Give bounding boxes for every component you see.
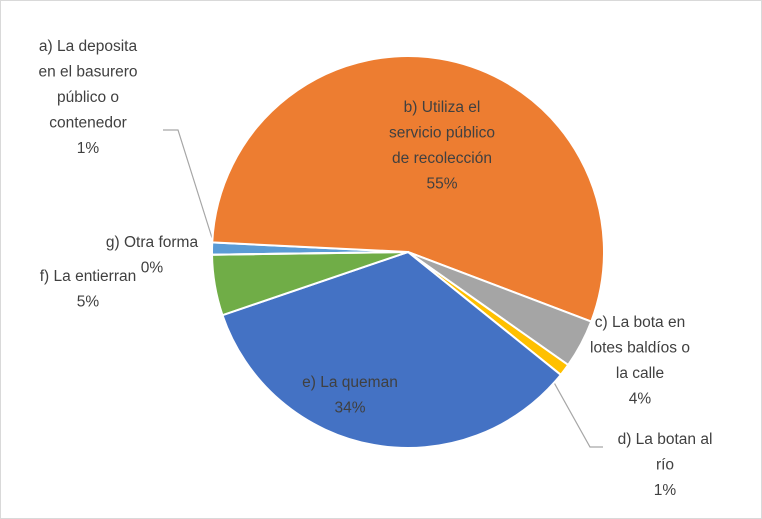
slice-label: f) La entierran	[40, 268, 137, 285]
pie-slice	[211, 55, 605, 323]
slice-value-label: 4%	[629, 391, 652, 408]
leader-line	[546, 369, 603, 448]
slice-label: público o	[57, 89, 119, 106]
slice-label: de recolección	[392, 150, 492, 167]
slice-label: e) La queman	[302, 374, 398, 391]
slice-label: b) Utiliza el	[404, 99, 481, 116]
slice-label: d) La botan al	[618, 431, 713, 448]
slice-label: c) La bota en	[595, 314, 685, 331]
slice-label: lotes baldíos o	[590, 340, 690, 357]
slice-label: contenedor	[49, 115, 127, 132]
slice-label: en el basurero	[38, 64, 137, 81]
slice-value-label: 1%	[654, 482, 677, 499]
slice-value-label: 5%	[77, 294, 100, 311]
leader-line	[163, 129, 214, 242]
slice-value-label: 1%	[77, 140, 100, 157]
pie-slice	[221, 250, 563, 449]
slice-value-label: 55%	[426, 176, 457, 193]
slice-label: a) La deposita	[39, 38, 138, 55]
slice-value-label: 0%	[141, 260, 164, 277]
slice-label: g) Otra forma	[106, 234, 199, 251]
pie-slice	[211, 251, 409, 317]
slice-value-label: 34%	[334, 400, 365, 417]
slice-label: la calle	[616, 365, 664, 382]
slice-label: río	[656, 457, 674, 474]
slice-label: servicio público	[389, 125, 495, 142]
